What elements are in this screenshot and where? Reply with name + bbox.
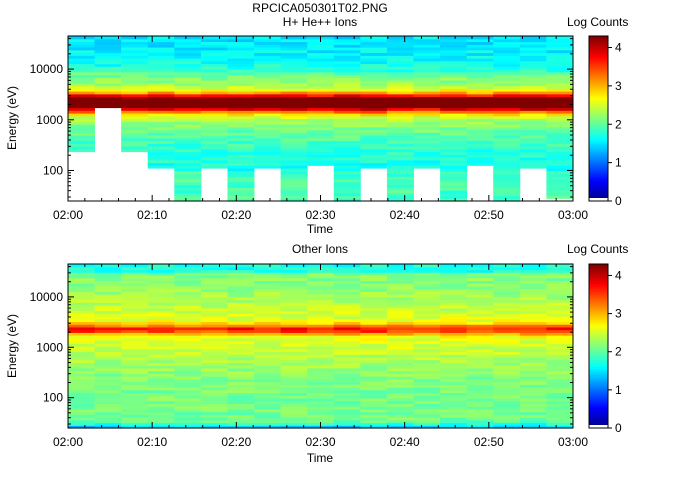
colorbar-tick-label: 4 <box>615 41 622 55</box>
x-tick-label: 02:10 <box>137 208 167 222</box>
y-tick-label: 10000 <box>30 290 64 304</box>
x-tick-label: 02:40 <box>390 435 420 449</box>
panel1-title: H+ He++ Ions <box>283 15 357 29</box>
panel2-colorbar: 0 1 2 3 4 <box>588 263 622 435</box>
panel2-colorbar-label: Log Counts <box>567 242 628 256</box>
panel1-ylabel: Energy (eV) <box>5 86 19 150</box>
colorbar-tick-label: 0 <box>615 421 622 435</box>
x-tick-label: 02:40 <box>390 208 420 222</box>
y-tick-label: 100 <box>43 391 63 405</box>
x-tick-label: 02:30 <box>305 435 335 449</box>
colorbar-tick-label: 4 <box>615 268 622 282</box>
panel-h-he-ions: H+ He++ Ions 100 1000 10000 02:00 02:10 02:20… <box>5 15 628 236</box>
colorbar-tick-label: 1 <box>615 156 622 170</box>
panel2-title: Other Ions <box>292 242 348 256</box>
colorbar-tick-label: 0 <box>615 194 622 208</box>
file-title: RPCICA050301T02.PNG <box>252 1 387 15</box>
colorbar-tick-label: 2 <box>615 117 622 131</box>
colorbar-tick-label: 2 <box>615 345 622 359</box>
colorbar-tick-label: 3 <box>615 307 622 321</box>
panel2-axes: 100 1000 10000 02:00 02:10 02:20 02:30 02:40 02:… <box>30 264 588 449</box>
y-tick-label: 10000 <box>30 62 64 76</box>
x-tick-label: 02:00 <box>53 435 83 449</box>
x-tick-label: 02:10 <box>137 435 167 449</box>
x-tick-label: 02:20 <box>221 435 251 449</box>
panel1-heatmap <box>68 36 574 202</box>
panel1-axes: 100 1000 10000 02:00 02:10 02:20 02:30 02:40 02:… <box>30 36 588 222</box>
y-tick-label: 1000 <box>36 340 63 354</box>
panel1-xlabel: Time <box>307 222 334 236</box>
panel2-heatmap <box>68 264 574 429</box>
y-tick-label: 100 <box>43 163 63 177</box>
panel1-colorbar-label: Log Counts <box>567 15 628 29</box>
y-tick-label: 1000 <box>36 113 63 127</box>
colorbar-tick-label: 1 <box>615 383 622 397</box>
x-tick-label: 02:20 <box>221 208 251 222</box>
x-tick-label: 02:30 <box>305 208 335 222</box>
x-tick-label: 02:00 <box>53 208 83 222</box>
panel2-ylabel: Energy (eV) <box>5 314 19 378</box>
colorbar-tick-label: 3 <box>615 79 622 93</box>
x-tick-label: 03:00 <box>558 435 588 449</box>
x-tick-label: 03:00 <box>558 208 588 222</box>
panel1-colorbar: 0 1 2 3 4 <box>588 35 622 208</box>
x-tick-label: 02:50 <box>474 208 504 222</box>
panel2-xlabel: Time <box>307 451 334 465</box>
x-tick-label: 02:50 <box>474 435 504 449</box>
